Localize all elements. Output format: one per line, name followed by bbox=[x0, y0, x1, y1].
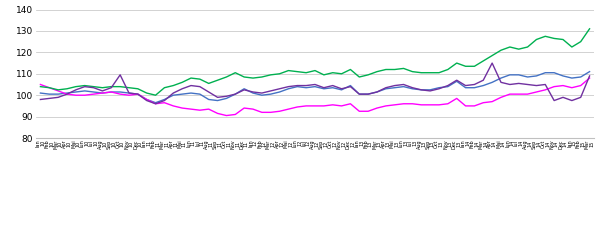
ALIMENTARE bbox=[427, 103, 434, 106]
COMERT CU AMĂNUNTUL - TOTAL bbox=[37, 92, 44, 94]
Line: COMERT CU AMĂNUNTUL - TOTAL: COMERT CU AMĂNUNTUL - TOTAL bbox=[40, 72, 590, 103]
Line: CARBURANȚI: CARBURANȚI bbox=[40, 63, 590, 104]
ALIMENTARE bbox=[320, 104, 328, 107]
Line: ALIMENTARE: ALIMENTARE bbox=[40, 78, 590, 116]
COMERT CU AMĂNUNTUL - TOTAL bbox=[577, 76, 584, 79]
NEALIMENTARE bbox=[196, 78, 203, 81]
CARBURANȚI bbox=[577, 96, 584, 99]
NEALIMENTARE bbox=[586, 27, 593, 30]
CARBURANȚI bbox=[214, 96, 221, 99]
CARBURANȚI bbox=[302, 84, 310, 87]
COMERT CU AMĂNUNTUL - TOTAL bbox=[302, 86, 310, 89]
ALIMENTARE bbox=[187, 108, 194, 110]
NEALIMENTARE bbox=[427, 71, 434, 74]
Line: NEALIMENTARE: NEALIMENTARE bbox=[40, 29, 590, 95]
CARBURANȚI bbox=[586, 74, 593, 77]
CARBURANȚI bbox=[37, 98, 44, 101]
NEALIMENTARE bbox=[152, 94, 159, 97]
COMERT CU AMĂNUNTUL - TOTAL bbox=[586, 70, 593, 73]
NEALIMENTARE bbox=[214, 79, 221, 82]
NEALIMENTARE bbox=[37, 85, 44, 88]
ALIMENTARE bbox=[586, 77, 593, 79]
CARBURANȚI bbox=[427, 89, 434, 92]
COMERT CU AMĂNUNTUL - TOTAL bbox=[196, 93, 203, 96]
ALIMENTARE bbox=[302, 104, 310, 107]
CARBURANȚI bbox=[152, 102, 159, 105]
ALIMENTARE bbox=[37, 83, 44, 86]
NEALIMENTARE bbox=[302, 71, 310, 74]
CARBURANȚI bbox=[488, 62, 496, 64]
CARBURANȚI bbox=[320, 86, 328, 89]
NEALIMENTARE bbox=[577, 40, 584, 43]
ALIMENTARE bbox=[577, 84, 584, 87]
COMERT CU AMĂNUNTUL - TOTAL bbox=[320, 87, 328, 90]
ALIMENTARE bbox=[205, 108, 212, 110]
NEALIMENTARE bbox=[320, 73, 328, 76]
ALIMENTARE bbox=[223, 114, 230, 117]
COMERT CU AMĂNUNTUL - TOTAL bbox=[427, 89, 434, 91]
COMERT CU AMĂNUNTUL - TOTAL bbox=[152, 101, 159, 104]
COMERT CU AMĂNUNTUL - TOTAL bbox=[214, 99, 221, 102]
CARBURANȚI bbox=[196, 85, 203, 88]
